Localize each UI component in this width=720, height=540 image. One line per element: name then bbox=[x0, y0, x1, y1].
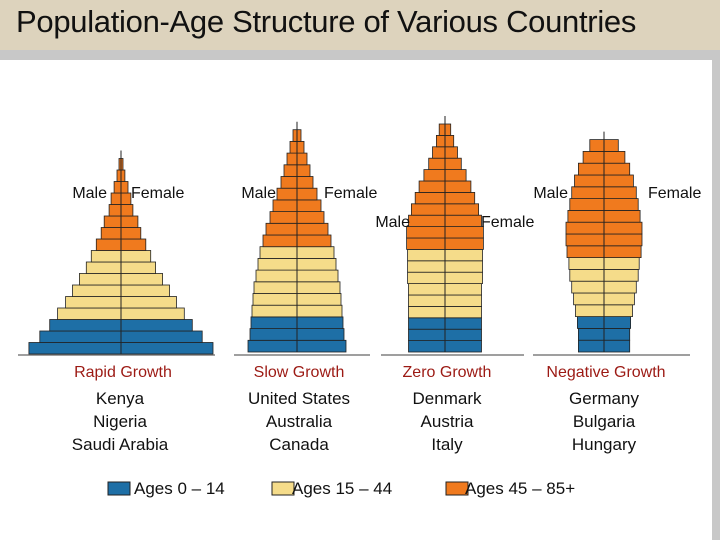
country-label: Denmark bbox=[413, 389, 482, 408]
pyramids-layer bbox=[18, 116, 690, 356]
country-label: Bulgaria bbox=[573, 412, 636, 431]
pyramid-zero bbox=[406, 116, 484, 353]
female-label: Female bbox=[648, 185, 701, 202]
growth-type-label: Zero Growth bbox=[403, 364, 492, 381]
legend-label-old: Ages 45 – 85+ bbox=[465, 479, 575, 498]
chart-panel: Male Female Rapid Growth Kenya Nigeria Saudi … bbox=[0, 60, 712, 540]
country-label: Kenya bbox=[96, 389, 145, 408]
country-label: Italy bbox=[431, 435, 463, 454]
female-label: Female bbox=[324, 185, 377, 202]
pyramid-negative bbox=[565, 131, 643, 353]
male-label: Male bbox=[241, 185, 276, 202]
title-bar: Population-Age Structure of Various Coun… bbox=[0, 0, 720, 50]
country-label: Nigeria bbox=[93, 412, 147, 431]
female-label: Female bbox=[131, 185, 184, 202]
female-label: Female bbox=[481, 214, 534, 231]
legend-swatch-young bbox=[107, 481, 131, 496]
male-label: Male bbox=[72, 185, 107, 202]
country-label: Saudi Arabia bbox=[72, 435, 169, 454]
legend-label-middle: Ages 15 – 44 bbox=[292, 479, 392, 498]
male-label: Male bbox=[375, 214, 410, 231]
country-label: United States bbox=[248, 389, 350, 408]
legend-swatch-middle bbox=[271, 481, 295, 496]
labels-layer: Male Female Rapid Growth Kenya Nigeria Saudi … bbox=[72, 185, 702, 454]
legend-label-young: Ages 0 – 14 bbox=[134, 479, 225, 498]
country-label: Austria bbox=[421, 412, 474, 431]
growth-type-label: Rapid Growth bbox=[74, 364, 172, 381]
country-label: Australia bbox=[266, 412, 333, 431]
legend-swatch-old bbox=[445, 481, 469, 496]
pyramid-rapid bbox=[28, 150, 214, 355]
country-label: Canada bbox=[269, 435, 329, 454]
pyramid-slow bbox=[247, 121, 347, 353]
country-label: Hungary bbox=[572, 435, 637, 454]
legend: Ages 0 – 14 Ages 15 – 44 Ages 45 – 85+ bbox=[107, 479, 575, 498]
country-label: Germany bbox=[569, 389, 639, 408]
growth-type-label: Slow Growth bbox=[254, 364, 345, 381]
population-pyramids-chart: Male Female Rapid Growth Kenya Nigeria Saudi … bbox=[18, 116, 702, 498]
male-label: Male bbox=[533, 185, 568, 202]
page-title: Population-Age Structure of Various Coun… bbox=[16, 4, 637, 39]
growth-type-label: Negative Growth bbox=[546, 364, 665, 381]
